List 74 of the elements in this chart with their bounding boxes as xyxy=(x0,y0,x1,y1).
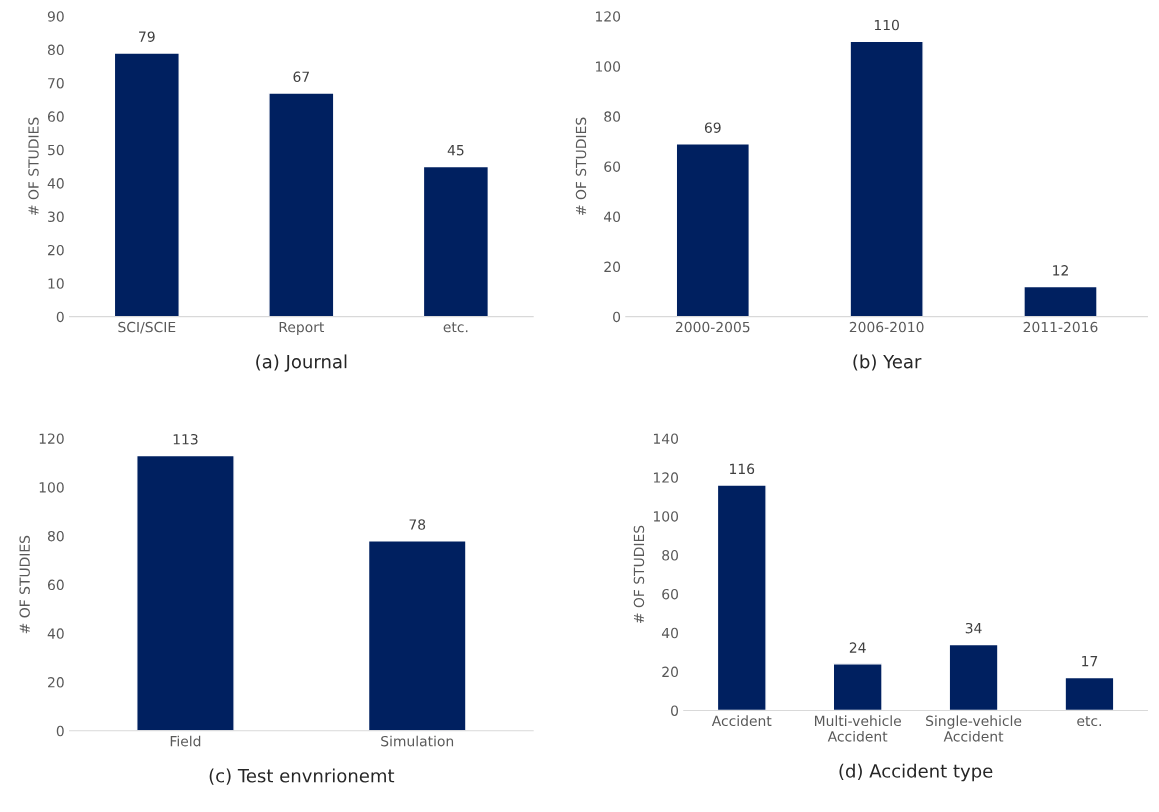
data-label: 69 xyxy=(704,122,721,133)
y-tick-label: 60 xyxy=(662,588,679,600)
y-axis-title: # OF STUDIES xyxy=(633,525,645,624)
y-tick-label: 0 xyxy=(613,311,621,323)
bar xyxy=(849,40,924,317)
x-axis-title: (a) Journal xyxy=(256,354,347,372)
y-tick-label: 0 xyxy=(671,705,679,716)
bar xyxy=(675,143,750,317)
bar xyxy=(1064,676,1115,711)
bar xyxy=(422,165,490,317)
bar xyxy=(113,52,180,317)
data-label: 113 xyxy=(173,434,198,445)
x-tick-label: Single-vehicle Accident xyxy=(926,715,1022,742)
x-axis-title: (c) Test envnrionemt xyxy=(209,768,395,785)
data-label: 45 xyxy=(447,145,464,156)
x-tick-label: 2011-2016 xyxy=(1023,321,1098,333)
data-label: 67 xyxy=(293,71,309,82)
bar xyxy=(268,92,335,317)
x-axis-title: (b) Year xyxy=(853,354,922,371)
data-label: 79 xyxy=(139,31,155,42)
y-tick-label: 90 xyxy=(47,11,64,22)
x-tick-label: Multi-vehicle Accident xyxy=(814,715,901,742)
y-tick-label: 140 xyxy=(653,433,679,444)
y-tick-label: 20 xyxy=(48,677,64,688)
bar xyxy=(948,643,999,711)
x-tick-label: etc. xyxy=(443,322,468,333)
y-tick-label: 50 xyxy=(48,144,64,156)
x-tick-label: etc. xyxy=(1077,716,1101,727)
y-tick-label: 100 xyxy=(653,511,679,522)
x-tick-label: 2000-2005 xyxy=(675,321,750,333)
x-tick-label: Field xyxy=(170,735,201,747)
data-label: 116 xyxy=(730,463,755,475)
data-label: 24 xyxy=(849,642,866,653)
y-tick-label: 80 xyxy=(47,44,64,56)
y-tick-label: 40 xyxy=(47,628,64,639)
y-tick-label: 100 xyxy=(39,482,64,493)
y-tick-label: 60 xyxy=(47,579,64,591)
y-tick-label: 30 xyxy=(48,211,64,223)
y-tick-label: 20 xyxy=(48,244,64,256)
y-tick-label: 60 xyxy=(47,111,64,122)
x-tick-label: Simulation xyxy=(381,735,454,747)
y-tick-label: 80 xyxy=(604,111,621,122)
y-tick-label: 100 xyxy=(596,61,621,72)
y-tick-label: 120 xyxy=(653,472,679,483)
bar xyxy=(716,484,767,711)
x-tick-label: Report xyxy=(279,321,325,335)
y-tick-label: 40 xyxy=(661,627,679,639)
y-tick-label: 80 xyxy=(47,530,64,542)
y-tick-label: 80 xyxy=(662,550,679,561)
data-label: 17 xyxy=(1082,656,1098,667)
data-label: 34 xyxy=(965,622,982,634)
y-tick-label: 40 xyxy=(604,211,621,223)
x-axis-title: (d) Accident type xyxy=(839,763,993,782)
y-tick-label: 20 xyxy=(662,666,679,678)
y-tick-label: 120 xyxy=(39,433,64,444)
y-tick-label: 120 xyxy=(596,11,621,22)
y-tick-label: 70 xyxy=(48,77,64,89)
x-tick-label: SCI/SCIE xyxy=(118,321,176,334)
y-axis-title: # OF STUDIES xyxy=(575,117,587,216)
bar xyxy=(832,663,883,711)
data-label: 78 xyxy=(409,519,426,530)
y-tick-label: 40 xyxy=(47,178,64,189)
y-axis-title: # OF STUDIES xyxy=(19,535,30,634)
x-tick-label: 2006-2010 xyxy=(849,321,924,333)
y-tick-label: 10 xyxy=(48,278,64,289)
data-label: 110 xyxy=(874,19,899,31)
data-label: 12 xyxy=(1053,265,1068,276)
y-tick-label: 0 xyxy=(56,311,64,323)
y-axis-title: # OF STUDIES xyxy=(28,117,39,216)
y-tick-label: 60 xyxy=(604,161,621,172)
y-tick-label: 20 xyxy=(604,261,621,273)
bar xyxy=(1023,285,1098,317)
x-tick-label: Accident xyxy=(711,715,772,727)
y-tick-label: 0 xyxy=(56,725,64,737)
